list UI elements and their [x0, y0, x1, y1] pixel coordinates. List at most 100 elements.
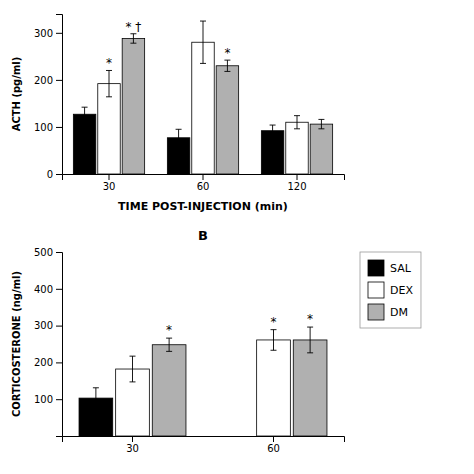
tick-label: 500: [34, 247, 53, 258]
tick: 100: [34, 122, 62, 133]
error-bar: [270, 125, 276, 136]
annotation: * †: [126, 20, 142, 34]
legend-swatch: [368, 282, 384, 298]
bar: [152, 345, 186, 436]
annotations: * * *: [166, 312, 313, 337]
tick-label: 100: [34, 122, 53, 133]
title: B: [198, 228, 208, 243]
error-bar: [176, 129, 182, 146]
bar: [257, 340, 291, 436]
legend-label: DM: [390, 306, 408, 319]
tick-mark: [56, 362, 62, 363]
error-bar: [271, 330, 277, 351]
error-bar: [82, 107, 88, 121]
error-bar: [307, 327, 313, 353]
legend-item: DM: [368, 304, 408, 320]
tick-mark: [56, 33, 62, 34]
tick-label: 300: [34, 320, 53, 331]
tick: 120: [287, 174, 306, 192]
tick: 500: [34, 247, 62, 258]
tick-mark: [56, 252, 62, 253]
x-axis: 30 60: [63, 436, 345, 454]
tick-mark: [132, 436, 133, 442]
panel: 100 200 300 400 500 30 60 CORTICOSTERONE (ng/ml…: [11, 228, 421, 454]
bar: [261, 131, 283, 174]
legend-label: DEX: [390, 284, 413, 297]
legend-label: SAL: [390, 262, 412, 275]
tick-mark: [273, 436, 274, 442]
panel: 0 100 200 300 30 60 120 ACTH (pg/ml) TIME POST-I…: [11, 15, 345, 214]
legend-frame: [360, 252, 421, 328]
tick: 200: [34, 75, 62, 86]
plot-marks: [79, 327, 327, 436]
tick: 0: [47, 169, 62, 180]
plot-marks: [73, 21, 332, 174]
error-bar: [93, 388, 99, 409]
chart: 0 100 200 300 30 60 120 ACTH (pg/ml) TIME POST-I…: [0, 0, 474, 474]
error-bar: [166, 338, 172, 351]
tick-label: 200: [34, 357, 53, 368]
error-bar: [318, 119, 324, 128]
tick: 300: [34, 28, 62, 39]
axis-line: [56, 253, 63, 437]
error-bar: [106, 70, 112, 96]
axis-line: [56, 15, 63, 175]
bar: [216, 66, 238, 174]
annotations: * * † *: [106, 20, 230, 71]
tick: 30: [103, 174, 116, 192]
annotation: *: [224, 46, 230, 60]
tick-mark: [56, 174, 62, 175]
tick-mark: [56, 326, 62, 327]
tick-mark: [203, 174, 204, 180]
legend: SAL DEX DM: [360, 252, 421, 328]
bar: [293, 340, 327, 436]
tick: 30: [126, 436, 139, 454]
tick-label: 100: [34, 394, 53, 405]
legend-swatch: [368, 260, 384, 276]
legend-item: DEX: [368, 282, 413, 298]
tick: 60: [267, 436, 280, 454]
x-axis-title: TIME POST-INJECTION (min): [118, 200, 288, 213]
bar: [73, 114, 95, 174]
error-bar: [224, 60, 230, 71]
tick: 100: [34, 394, 62, 405]
annotation: *: [166, 323, 172, 337]
tick-label: 0: [47, 169, 53, 180]
tick-label: 400: [34, 284, 53, 295]
y-axis-title: ACTH (pg/ml): [11, 57, 22, 132]
x-axis: 30 60 120: [63, 174, 345, 192]
error-bar: [130, 356, 136, 382]
tick: 60: [197, 174, 210, 192]
tick-label: 30: [103, 181, 116, 192]
annotation: *: [106, 56, 112, 70]
tick: 200: [34, 357, 62, 368]
annotation: *: [307, 312, 313, 326]
tick-mark: [297, 174, 298, 180]
tick-label: 200: [34, 75, 53, 86]
tick: 300: [34, 320, 62, 331]
tick-mark: [56, 80, 62, 81]
tick-label: 300: [34, 28, 53, 39]
tick: 400: [34, 284, 62, 295]
tick-mark: [56, 289, 62, 290]
tick-label: 30: [126, 443, 139, 454]
axis-line: [63, 437, 345, 443]
y-axis: 0 100 200 300: [34, 15, 63, 180]
bar: [286, 122, 308, 174]
tick-mark: [56, 127, 62, 128]
tick-label: 60: [267, 443, 280, 454]
y-axis-title: CORTICOSTERONE (ng/ml): [11, 271, 22, 417]
legend-swatch: [368, 304, 384, 320]
error-bar: [130, 34, 136, 43]
bar: [310, 124, 332, 174]
tick-mark: [109, 174, 110, 180]
error-bar: [294, 116, 300, 129]
y-axis: 100 200 300 400 500: [34, 247, 63, 437]
bar: [122, 38, 144, 174]
tick-label: 120: [287, 181, 306, 192]
tick-label: 60: [197, 181, 210, 192]
annotation: *: [271, 315, 277, 329]
tick-mark: [56, 399, 62, 400]
error-bar: [200, 21, 206, 63]
axis-line: [63, 175, 345, 181]
